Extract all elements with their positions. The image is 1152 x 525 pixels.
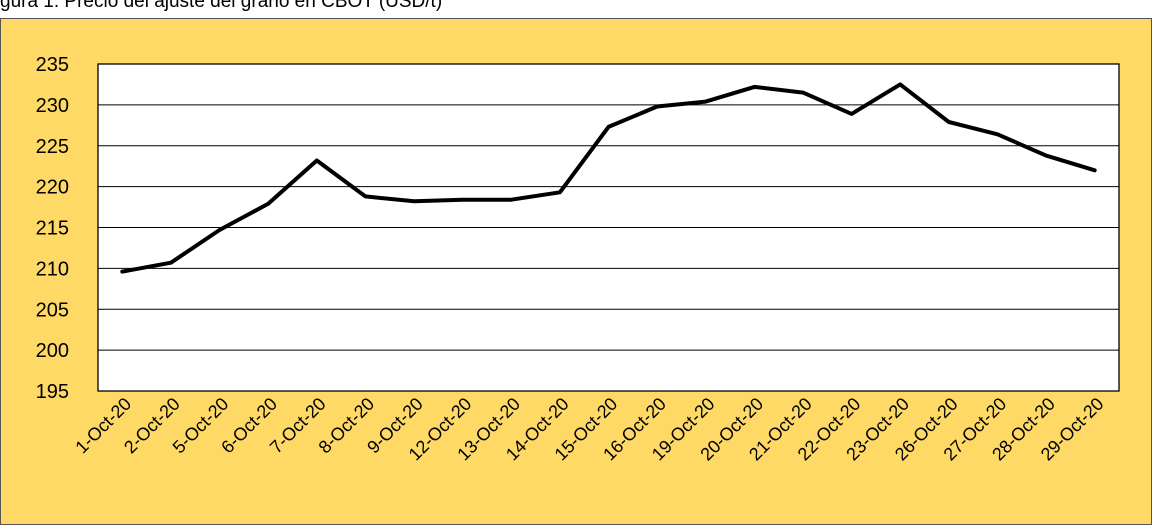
y-tick-label: 195 xyxy=(36,381,69,403)
y-tick-label: 235 xyxy=(36,54,69,76)
y-tick-label: 210 xyxy=(36,258,69,280)
y-tick-label: 200 xyxy=(36,340,69,362)
figure-caption: gura 1. Precio del ajuste del grano en C… xyxy=(0,0,443,12)
y-tick-label: 215 xyxy=(36,218,69,240)
y-axis-ticks: 195 200 205 210 215 220 225 230 235 xyxy=(36,54,69,403)
series-line xyxy=(120,82,1097,274)
y-tick-label: 225 xyxy=(36,136,69,158)
gridlines xyxy=(98,104,1119,351)
chart-frame: 195 200 205 210 215 220 225 230 235 1-Oct-20 2-Oc… xyxy=(0,18,1152,525)
y-tick-label: 205 xyxy=(36,299,69,321)
y-tick-label: 220 xyxy=(36,177,69,199)
y-tick-label: 230 xyxy=(36,95,69,117)
